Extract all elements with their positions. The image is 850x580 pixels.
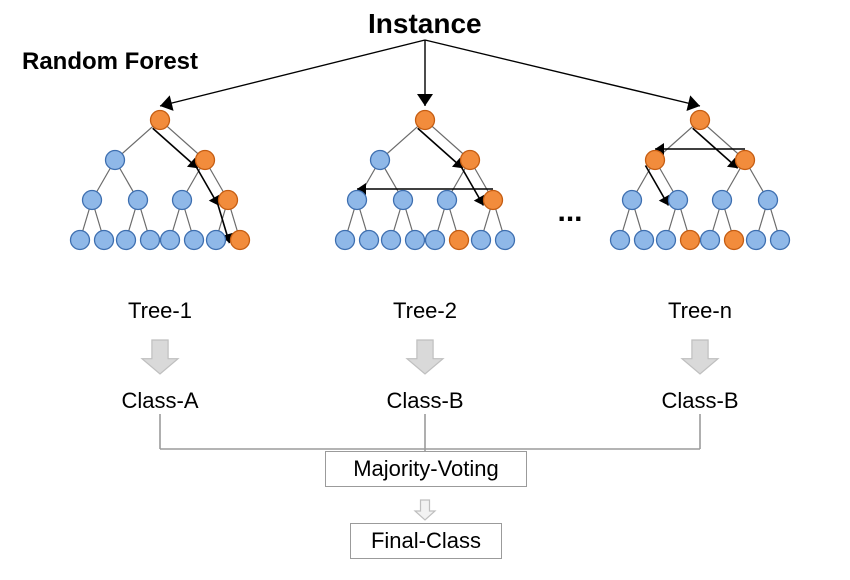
- ellipsis: ...: [558, 195, 583, 229]
- tree-n-label: Tree-n: [668, 298, 732, 324]
- class-b-label-1: Class-B: [387, 388, 464, 414]
- class-a-label: Class-A: [122, 388, 199, 414]
- tree-1-label: Tree-1: [128, 298, 192, 324]
- diagram-canvas: [0, 0, 850, 580]
- tree-2-label: Tree-2: [393, 298, 457, 324]
- class-b-label-2: Class-B: [662, 388, 739, 414]
- instance-title: Instance: [368, 8, 482, 40]
